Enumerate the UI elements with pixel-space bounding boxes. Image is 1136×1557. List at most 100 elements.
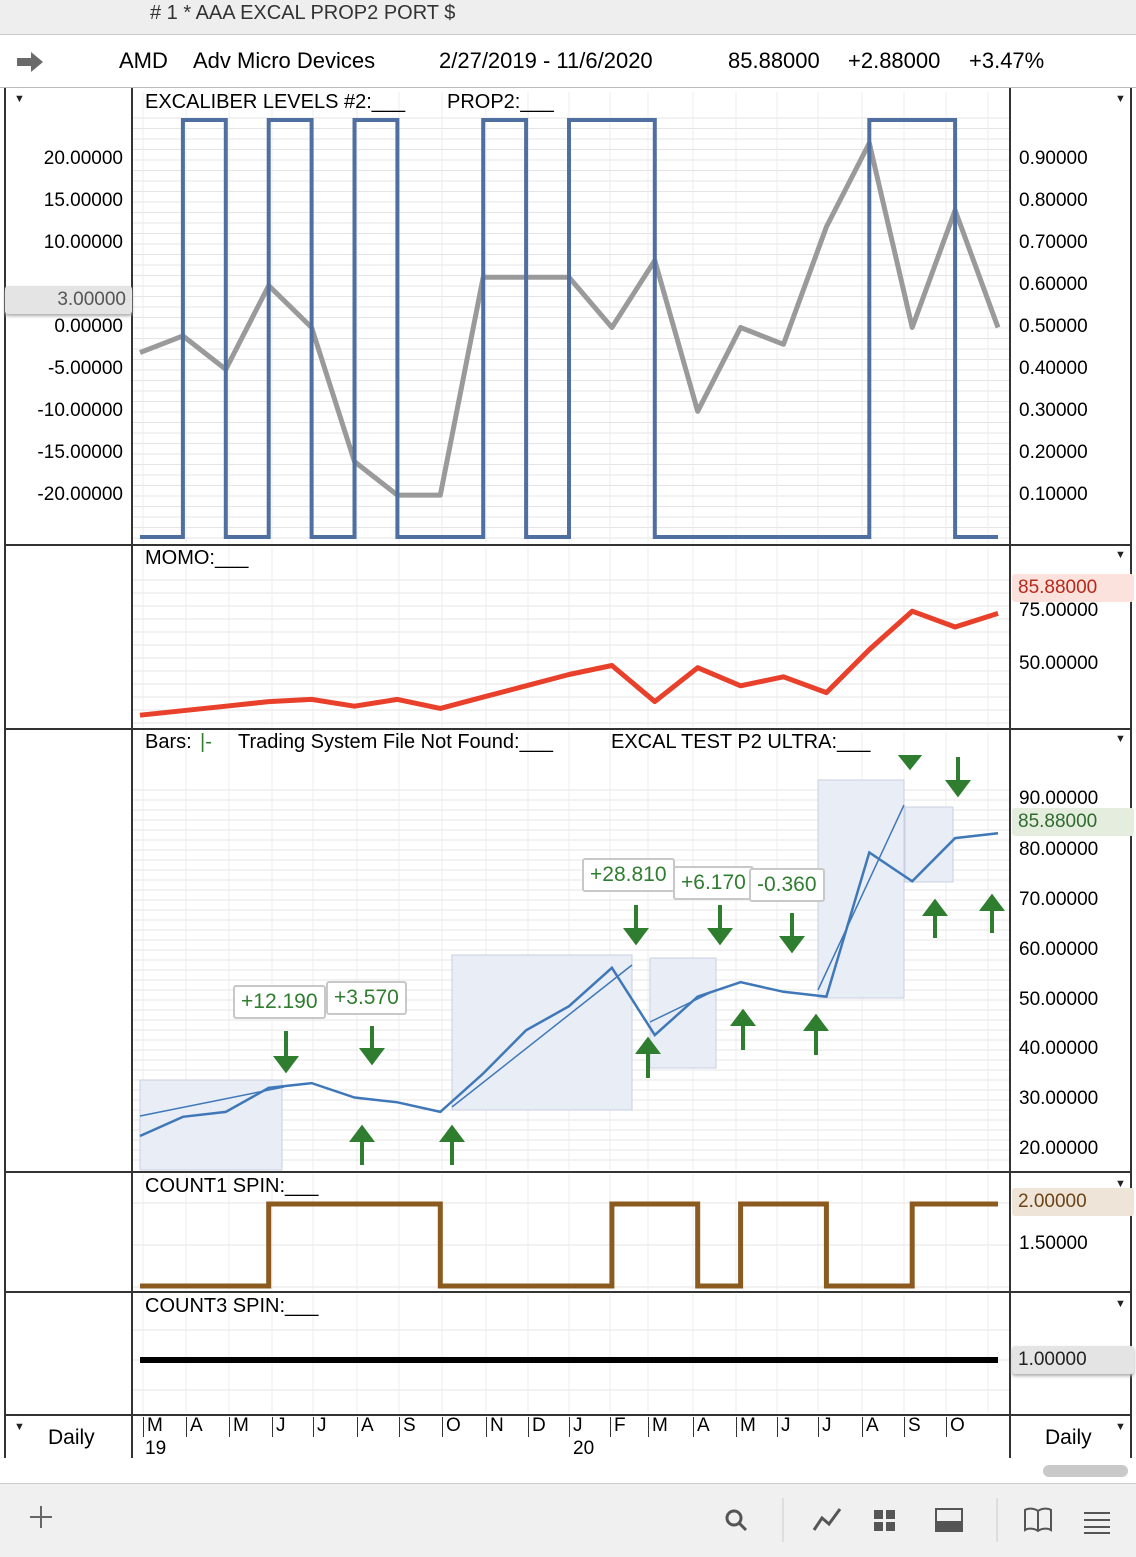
panel-menu-icon[interactable]: ▼: [1115, 549, 1126, 561]
up-arrow-icon: [730, 1008, 756, 1050]
panel4-title: COUNT1 SPIN:___: [145, 1175, 319, 1197]
period-right[interactable]: Daily: [1045, 1426, 1092, 1449]
panel1-right-tick: 0.60000: [1019, 274, 1088, 295]
line-chart-icon[interactable]: [812, 1506, 842, 1534]
panel2-tick: 50.00000: [1019, 653, 1099, 674]
percent-change: +3.47%: [969, 48, 1045, 73]
signal-arrows: [273, 755, 1005, 1165]
panel1-right-tick: 0.70000: [1019, 232, 1088, 253]
panel-menu-icon[interactable]: ▼: [1115, 93, 1126, 105]
panel4-tick: 1.50000: [1019, 1233, 1088, 1254]
down-arrow-icon: [273, 1031, 299, 1074]
trade-label: +12.190: [233, 985, 326, 1019]
panel1-left-tick: 10.00000: [43, 232, 123, 253]
last-price: 85.88000: [728, 48, 820, 73]
x-tick-month: M: [233, 1415, 249, 1436]
panel1-left-tick: 15.00000: [43, 190, 123, 211]
x-tick-month: O: [950, 1415, 965, 1436]
down-arrow-icon: [897, 755, 923, 771]
trade-label: +28.810: [582, 858, 675, 892]
prop2-line: [140, 118, 998, 539]
panel-menu-icon[interactable]: ▼: [14, 93, 25, 105]
panel3-right-tick: 90.00000: [1019, 788, 1099, 809]
panel-menu-icon[interactable]: ▼: [1115, 733, 1126, 745]
search-icon[interactable]: [724, 1508, 750, 1534]
x-tick-month: A: [190, 1415, 203, 1436]
x-tick-month: S: [403, 1415, 416, 1436]
panel1-title-prop2: PROP2:___: [447, 91, 554, 113]
panel4-highlight: 2.00000: [1012, 1188, 1134, 1216]
trade-regions: [139, 779, 954, 1171]
bottom-toolbar: [0, 1483, 1136, 1557]
panel1-left-tick: -5.00000: [47, 358, 123, 379]
panel2-tick: 75.00000: [1019, 600, 1099, 621]
x-tick-month: J: [573, 1415, 583, 1436]
x-tick-month: J: [317, 1415, 327, 1436]
bars-icon: |-: [200, 731, 212, 753]
up-arrow-icon: [803, 1013, 829, 1055]
panel5-highlight: 1.00000: [1012, 1346, 1134, 1374]
x-tick-month: J: [781, 1415, 791, 1436]
down-arrow-icon: [359, 1026, 385, 1066]
window-title: # 1 * AAA EXCAL PROP2 PORT $: [150, 2, 456, 24]
horizontal-scrollbar[interactable]: [1043, 1465, 1128, 1477]
panel1-right-tick: 0.80000: [1019, 190, 1088, 211]
panel3-right-tick: 40.00000: [1019, 1038, 1099, 1059]
panel1-right-tick: 0.90000: [1019, 148, 1088, 169]
panel2-title: MOMO:___: [145, 547, 249, 569]
vertical-gridlines: [142, 92, 989, 1413]
book-icon[interactable]: [1022, 1506, 1054, 1534]
menu-icon[interactable]: [1082, 1510, 1112, 1534]
panel1-left-tick: 0.00000: [54, 316, 123, 337]
x-tick-month: A: [866, 1415, 879, 1436]
up-arrow-icon: [922, 898, 948, 938]
panel1-right-tick: 0.10000: [1019, 484, 1088, 505]
panel3-title-system: Trading System File Not Found:___: [238, 731, 553, 753]
x-tick-month: N: [490, 1415, 504, 1436]
grid-icon[interactable]: [872, 1508, 898, 1534]
down-arrow-icon: [945, 757, 971, 798]
panel1-left-highlight: 3.00000: [5, 286, 132, 314]
panel3-title-bars: Bars:: [145, 731, 192, 753]
x-tick-month: M: [740, 1415, 756, 1436]
panel3-title-ultra: EXCAL TEST P2 ULTRA:___: [611, 731, 871, 753]
company-name: Adv Micro Devices: [193, 48, 376, 73]
quote-header: AMD Adv Micro Devices 2/27/2019 - 11/6/2…: [0, 35, 1136, 88]
price-change: +2.88000: [848, 48, 941, 73]
panel1-left-tick: -20.00000: [37, 484, 123, 505]
up-arrow-icon: [979, 893, 1005, 933]
panel1-title-excal: EXCALIBER LEVELS #2:___: [145, 91, 406, 113]
down-arrow-icon: [623, 905, 649, 946]
panel1-right-tick: 0.30000: [1019, 400, 1088, 421]
panel3-right-tick: 50.00000: [1019, 989, 1099, 1010]
period-menu-icon[interactable]: ▼: [1115, 1421, 1126, 1433]
x-tick-month: J: [822, 1415, 832, 1436]
period-left[interactable]: Daily: [48, 1426, 95, 1449]
up-arrow-icon: [349, 1124, 375, 1165]
window-titlebar: # 1 * AAA EXCAL PROP2 PORT $: [0, 0, 1136, 35]
momo-line: [139, 608, 999, 718]
up-arrow-icon: [439, 1124, 465, 1165]
panel1-left-tick: 20.00000: [43, 148, 123, 169]
panel3-highlight: 85.88000: [1012, 808, 1134, 836]
panel-menu-icon[interactable]: ▼: [1115, 1298, 1126, 1310]
panel3-right-tick: 20.00000: [1019, 1138, 1099, 1159]
panel3-right-tick: 80.00000: [1019, 839, 1099, 860]
price-bars-line: [139, 831, 999, 1138]
panel2-highlight: 85.88000: [1012, 574, 1134, 602]
panel1-right-tick: 0.20000: [1019, 442, 1088, 463]
x-tick-month: M: [147, 1415, 163, 1436]
x-tick-month: F: [614, 1415, 626, 1436]
count1-line: [140, 1201, 998, 1289]
panel-layout-icon[interactable]: [934, 1506, 964, 1534]
panel1-left-tick: -10.00000: [37, 400, 123, 421]
panel-menu-icon[interactable]: ▼: [1115, 1178, 1126, 1190]
x-tick-month: J: [276, 1415, 286, 1436]
add-icon[interactable]: [28, 1504, 54, 1530]
date-range: 2/27/2019 - 11/6/2020: [439, 48, 653, 73]
x-tick-month: A: [361, 1415, 374, 1436]
period-menu-icon[interactable]: ▼: [14, 1421, 25, 1433]
panel5-title: COUNT3 SPIN:___: [145, 1295, 319, 1317]
arrow-right-icon[interactable]: [17, 51, 45, 73]
